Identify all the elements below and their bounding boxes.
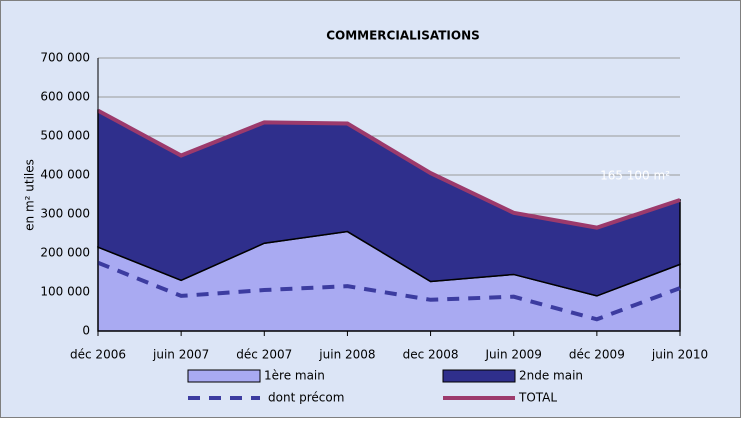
legend-label: dont précom — [268, 391, 344, 405]
x-tick-label: déc 2007 — [236, 348, 292, 362]
y-tick-label: 0 — [82, 324, 90, 338]
chart-title: COMMERCIALISATIONS — [326, 29, 480, 43]
x-tick-label: juin 2007 — [152, 348, 209, 362]
line — [97, 260, 681, 322]
x-tick-label: juin 2010 — [651, 348, 708, 362]
legend-swatch — [187, 369, 261, 383]
x-tick-label: déc 2006 — [70, 348, 126, 362]
y-tick-label: 700 000 — [40, 51, 90, 65]
line — [97, 108, 681, 230]
y-axis-label: en m² utiles — [23, 159, 37, 231]
legend-label: 1ère main — [264, 369, 325, 383]
y-tick-label: 600 000 — [40, 90, 90, 104]
y-tick-label: 100 000 — [40, 285, 90, 299]
y-tick-label: 300 000 — [40, 207, 90, 221]
legend-swatch — [442, 369, 516, 383]
y-tick-label: 200 000 — [40, 246, 90, 260]
legend-label: TOTAL — [518, 391, 557, 405]
y-tick-label: 500 000 — [40, 129, 90, 143]
legend-label: 2nde main — [519, 369, 583, 383]
y-tick-label: 400 000 — [40, 168, 90, 182]
x-tick-label: déc 2009 — [569, 348, 625, 362]
data-label: 165 100 m² — [600, 168, 670, 182]
x-tick-label: juin 2008 — [318, 348, 375, 362]
x-tick-label: dec 2008 — [403, 348, 459, 362]
x-tick-label: Juin 2009 — [484, 348, 541, 362]
